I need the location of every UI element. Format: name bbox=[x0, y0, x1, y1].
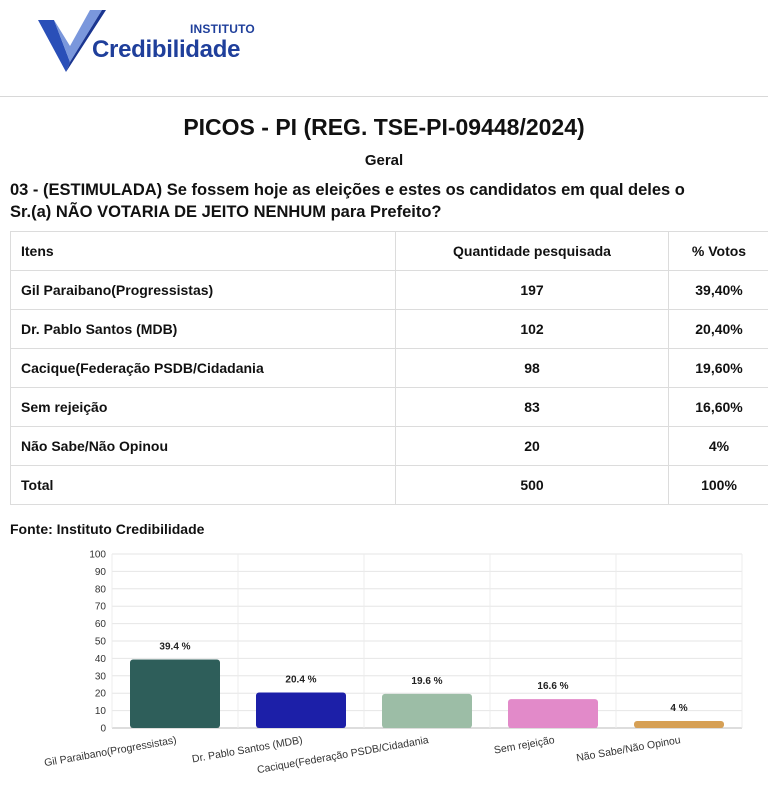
question-line-1: 03 - (ESTIMULADA) Se fossem hoje as elei… bbox=[10, 181, 685, 199]
table-cell-item: Sem rejeição bbox=[10, 387, 396, 427]
table-cell-percent: 39,40% bbox=[668, 270, 768, 310]
chart-data-labels: 39.4 % 20.4 % 19.6 % 16.6 % 4 % bbox=[159, 641, 687, 714]
table-cell-item: Gil Paraibano(Progressistas) bbox=[10, 270, 396, 310]
table-cell-quantity: 102 bbox=[395, 309, 669, 349]
source-note: Fonte: Instituto Credibilidade bbox=[10, 521, 205, 537]
bar-chart: 0 10 20 30 40 50 60 70 80 90 100 39.4 % 20.4 % 19.6 … bbox=[43, 550, 743, 776]
table-row: Dr. Pablo Santos (MDB) 102 20,40% bbox=[10, 309, 768, 349]
y-tick-label: 90 bbox=[95, 567, 107, 578]
y-tick-label: 70 bbox=[95, 602, 107, 613]
y-tick-label: 60 bbox=[95, 619, 107, 630]
results-table: Itens Quantidade pesquisada % Votos Gil … bbox=[10, 231, 768, 505]
category-label: Gil Paraibano(Progressistas) bbox=[43, 734, 177, 769]
bar bbox=[130, 659, 220, 728]
table-cell-item: Cacique(Federação PSDB/Cidadania bbox=[10, 348, 396, 388]
category-label: Sem rejeição bbox=[493, 734, 556, 756]
bar bbox=[508, 699, 598, 728]
table-cell-quantity: 500 bbox=[395, 465, 669, 505]
table-cell-percent: 16,60% bbox=[668, 387, 768, 427]
chart-y-ticks: 0 10 20 30 40 50 60 70 80 90 100 bbox=[89, 550, 106, 735]
category-label: Não Sabe/Não Opinou bbox=[575, 734, 681, 764]
table-cell-percent: 4% bbox=[668, 426, 768, 466]
data-label: 4 % bbox=[670, 703, 687, 714]
table-row: Sem rejeição 83 16,60% bbox=[10, 387, 768, 427]
table-cell-quantity: 98 bbox=[395, 348, 669, 388]
table-header-percent: % Votos bbox=[668, 231, 768, 271]
y-tick-label: 80 bbox=[95, 584, 107, 595]
data-label: 20.4 % bbox=[285, 675, 316, 686]
table-header-items: Itens bbox=[10, 231, 396, 271]
table-row: Gil Paraibano(Progressistas) 197 39,40% bbox=[10, 270, 768, 310]
y-tick-label: 30 bbox=[95, 671, 107, 682]
y-tick-label: 40 bbox=[95, 654, 107, 665]
y-tick-label: 20 bbox=[95, 689, 107, 700]
y-tick-label: 50 bbox=[95, 637, 107, 648]
table-cell-quantity: 83 bbox=[395, 387, 669, 427]
table-cell-item: Não Sabe/Não Opinou bbox=[10, 426, 396, 466]
y-tick-label: 10 bbox=[95, 706, 107, 717]
table-header-row: Itens Quantidade pesquisada % Votos bbox=[10, 231, 768, 271]
logo bbox=[36, 8, 276, 74]
table-cell-percent: 100% bbox=[668, 465, 768, 505]
bar bbox=[634, 721, 724, 728]
page-title: PICOS - PI (REG. TSE-PI-09448/2024) bbox=[183, 114, 585, 140]
table-row-total: Total 500 100% bbox=[10, 465, 768, 505]
question-text: 03 - (ESTIMULADA) Se fossem hoje as elei… bbox=[10, 179, 768, 223]
y-tick-label: 0 bbox=[100, 724, 106, 735]
data-label: 16.6 % bbox=[537, 681, 568, 692]
header-divider bbox=[0, 96, 768, 97]
table-row: Cacique(Federação PSDB/Cidadania 98 19,6… bbox=[10, 348, 768, 388]
table-header-quantity: Quantidade pesquisada bbox=[395, 231, 669, 271]
table-cell-item: Dr. Pablo Santos (MDB) bbox=[10, 309, 396, 349]
table-cell-quantity: 20 bbox=[395, 426, 669, 466]
logo-main-text: Credibilidade bbox=[92, 36, 241, 63]
page-subtitle: Geral bbox=[364, 152, 404, 169]
logo-check-icon bbox=[38, 10, 106, 72]
bar bbox=[256, 692, 346, 728]
table-cell-quantity: 197 bbox=[395, 270, 669, 310]
chart-category-labels: Gil Paraibano(Progressistas) Dr. Pablo Sa… bbox=[43, 734, 681, 776]
data-label: 19.6 % bbox=[411, 676, 442, 687]
data-label: 39.4 % bbox=[159, 641, 190, 652]
question-line-2: Sr.(a) NÃO VOTARIA DE JEITO NENHUM para … bbox=[10, 203, 442, 221]
logo-top-text: INSTITUTO bbox=[190, 22, 255, 36]
table-cell-percent: 20,40% bbox=[668, 309, 768, 349]
chart-bars bbox=[130, 659, 724, 728]
table-cell-percent: 19,60% bbox=[668, 348, 768, 388]
table-row: Não Sabe/Não Opinou 20 4% bbox=[10, 426, 768, 466]
table-cell-item: Total bbox=[10, 465, 396, 505]
bar bbox=[382, 693, 472, 728]
y-tick-label: 100 bbox=[89, 550, 106, 561]
